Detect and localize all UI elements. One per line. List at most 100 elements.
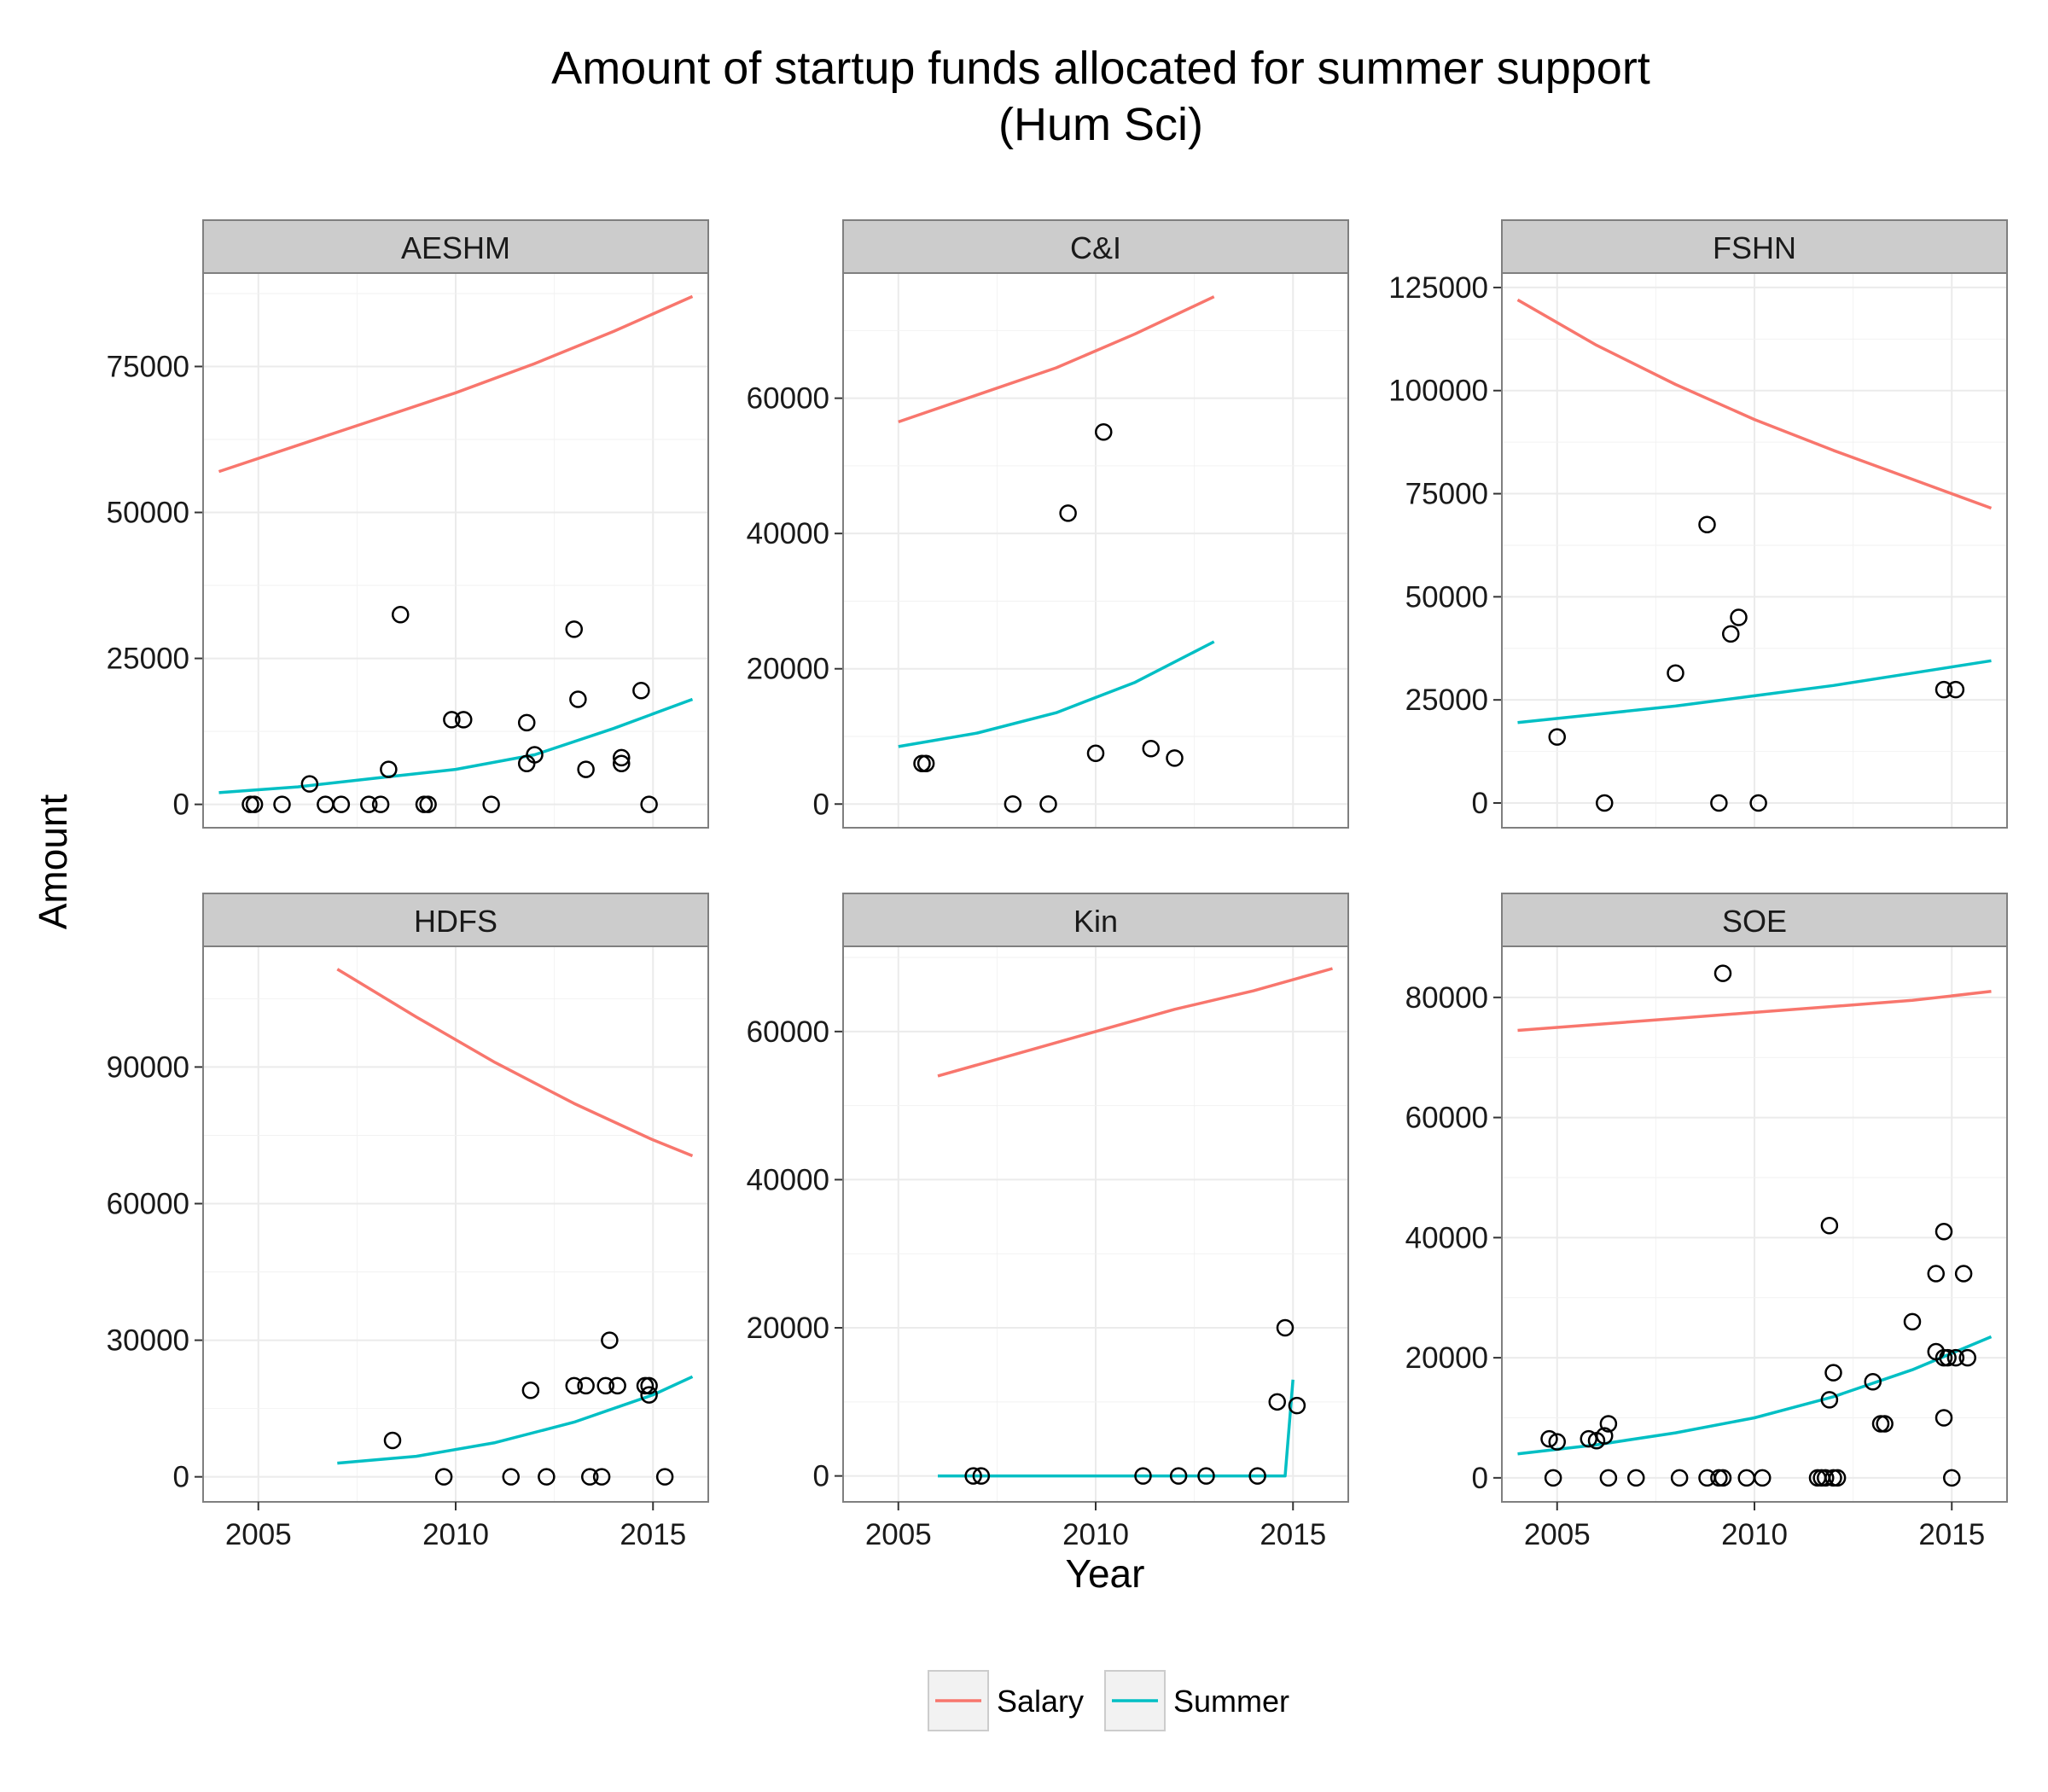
data-point <box>565 620 583 638</box>
data-point <box>1169 1467 1188 1485</box>
data-point <box>245 795 264 813</box>
panel-3: HDFS 0 30000 60000 90000 2005 2010 2015 <box>107 893 709 1551</box>
data-point <box>1667 664 1684 683</box>
data-point <box>380 760 398 778</box>
y-tick-label: 90000 <box>107 1050 189 1084</box>
y-tick-label: 60000 <box>1405 1102 1488 1135</box>
panel-strip-label: AESHM <box>401 230 510 265</box>
data-point <box>1824 1364 1842 1382</box>
data-point <box>1268 1393 1286 1411</box>
data-point <box>640 1376 658 1395</box>
x-tick-label: 2005 <box>225 1518 292 1551</box>
data-point <box>640 795 658 813</box>
data-point <box>655 1468 674 1486</box>
data-point <box>273 795 291 813</box>
legend-label: Salary <box>997 1684 1084 1719</box>
data-point <box>360 795 378 813</box>
data-point <box>569 690 587 708</box>
data-point <box>392 606 410 624</box>
y-tick-label: 125000 <box>1388 271 1488 305</box>
y-tick-label: 40000 <box>747 517 829 550</box>
data-point <box>1820 1391 1839 1409</box>
y-tick-label: 20000 <box>747 1312 829 1345</box>
data-point <box>1935 680 1953 699</box>
data-point <box>1698 515 1716 534</box>
y-tick-label: 20000 <box>747 653 829 686</box>
data-point <box>383 1431 402 1450</box>
y-tick-label: 100000 <box>1388 375 1488 408</box>
salary-series-line <box>1516 298 1993 510</box>
data-point <box>1939 1348 1957 1367</box>
data-point <box>1713 964 1732 982</box>
data-point <box>1722 625 1740 643</box>
summer-series-line <box>938 1379 1295 1478</box>
data-point <box>1544 1469 1562 1487</box>
strip-background <box>202 893 709 947</box>
y-tick-label: 60000 <box>107 1187 189 1220</box>
salary-series-line <box>937 967 1333 1078</box>
strip-background <box>842 219 1349 274</box>
data-point <box>455 711 473 729</box>
data-point <box>601 1331 619 1349</box>
panel-strip-label: HDFS <box>414 904 497 939</box>
data-point <box>526 746 544 764</box>
y-axis-title: Amount <box>31 794 75 930</box>
y-tick-label: 20000 <box>1405 1341 1488 1375</box>
y-tick-label: 40000 <box>747 1163 829 1196</box>
data-point <box>632 681 650 700</box>
data-point <box>1596 1427 1614 1445</box>
chart-title: Amount of startup funds allocated for su… <box>551 43 1650 94</box>
data-point <box>1935 1409 1953 1427</box>
data-point <box>916 754 935 772</box>
data-point <box>1828 1469 1847 1487</box>
y-tick-label: 60000 <box>747 1015 829 1049</box>
y-tick-label: 0 <box>813 1460 829 1493</box>
y-tick-label: 30000 <box>107 1324 189 1358</box>
data-point <box>596 1376 614 1395</box>
y-tick-label: 0 <box>813 788 829 821</box>
data-point <box>1599 1469 1618 1487</box>
data-point <box>518 713 536 732</box>
data-point <box>1670 1469 1689 1487</box>
panels-group: AESHM 0 25000 50000 75000 C&I 0 20000 40000 60000… <box>107 219 2008 1551</box>
data-point <box>1134 1467 1152 1485</box>
legend: Salary Summer <box>928 1670 1289 1731</box>
x-tick-label: 2015 <box>620 1518 686 1551</box>
panel-5: SOE 0 20000 40000 60000 80000 2005 2010 2015 <box>1405 893 2008 1551</box>
data-point <box>592 1468 611 1486</box>
panel-strip-label: C&I <box>1070 230 1121 265</box>
data-point <box>332 795 351 813</box>
panel-strip-label: Kin <box>1073 904 1118 939</box>
y-tick-label: 50000 <box>107 497 189 530</box>
x-tick-label: 2015 <box>1918 1518 1985 1551</box>
panel-2: FSHN 0 25000 50000 75000 100000 125000 <box>1388 219 2008 829</box>
summer-series-line <box>337 1375 694 1465</box>
strip-background <box>1501 893 2008 947</box>
data-point <box>1927 1265 1945 1283</box>
data-point <box>419 795 437 813</box>
data-point <box>565 1376 583 1395</box>
data-point <box>1142 740 1160 758</box>
data-point <box>1548 728 1566 746</box>
chart-subtitle: (Hum Sci) <box>998 99 1203 150</box>
panel-strip-label: SOE <box>1722 904 1787 939</box>
data-point <box>1754 1469 1772 1487</box>
data-point <box>1935 1223 1953 1241</box>
x-tick-label: 2010 <box>1721 1518 1788 1551</box>
data-point <box>1713 1469 1732 1487</box>
x-tick-label: 2005 <box>1524 1518 1591 1551</box>
data-point <box>1596 794 1614 812</box>
y-tick-label: 50000 <box>1405 580 1488 614</box>
x-tick-label: 2005 <box>865 1518 932 1551</box>
data-point <box>371 795 390 813</box>
data-point <box>1627 1469 1645 1487</box>
data-point <box>443 711 461 729</box>
strip-background <box>1501 219 2008 274</box>
data-point <box>1946 680 1965 699</box>
panel-border <box>202 272 709 829</box>
data-point <box>1197 1467 1215 1485</box>
panel-1: C&I 0 20000 40000 60000 <box>747 219 1349 829</box>
summer-series-line <box>1517 659 1992 724</box>
data-point <box>972 1467 991 1485</box>
